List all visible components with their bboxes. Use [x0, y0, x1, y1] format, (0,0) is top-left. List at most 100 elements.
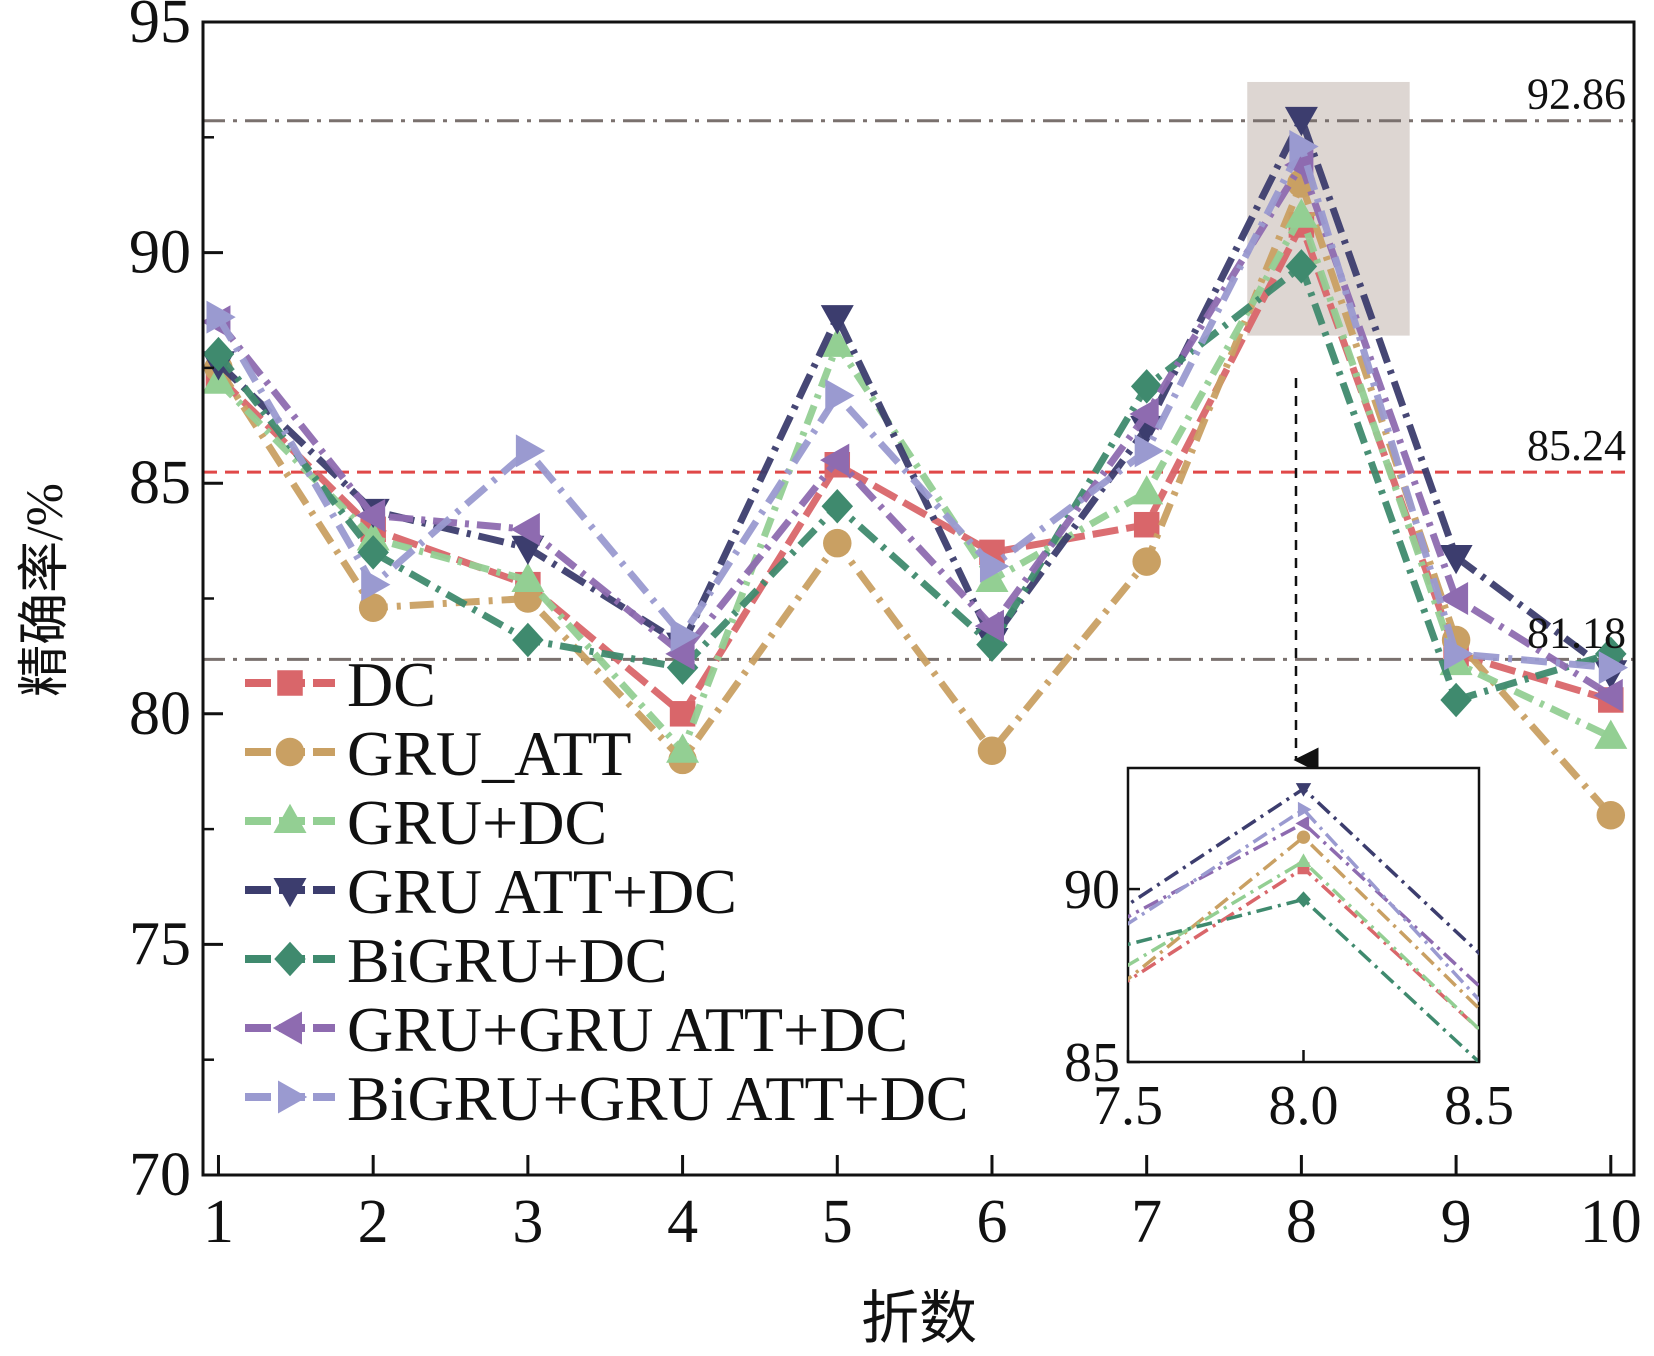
legend-marker: [278, 1080, 308, 1114]
data-point-bigru-gru-att-dc: [1134, 434, 1164, 468]
x-tick-label: 10: [1580, 1188, 1642, 1256]
inset-series-bigru-dc: [1128, 891, 1479, 1062]
x-tick-label: 7: [1131, 1188, 1162, 1256]
reference-label-92-86: 92.86: [1527, 70, 1626, 119]
data-point-gru-dc: [1130, 475, 1164, 505]
legend-item-dc: DC: [245, 649, 436, 720]
data-point-gru-gru-att-dc: [1438, 582, 1469, 615]
y-axis-label: 精确率/%: [17, 483, 74, 697]
inset-data-point: [1296, 891, 1311, 908]
y-tick-label: 80: [129, 680, 191, 748]
data-point-gru-dc: [820, 327, 854, 357]
x-tick-label: 8: [1286, 1188, 1317, 1256]
series-bigru-dc: [203, 249, 1627, 718]
data-point-gru-gru-att-dc: [355, 498, 386, 532]
data-point-gru-att: [1596, 801, 1626, 830]
data-point-bigru-gru-att-dc: [670, 618, 700, 652]
x-tick-label: 9: [1441, 1188, 1472, 1256]
legend-item-bigru-dc: BiGRU+DC: [245, 925, 668, 996]
legend-item-gru-att: GRU_ATT: [245, 718, 631, 789]
data-point-bigru-gru-att-dc: [361, 568, 391, 602]
inset-series-gru-gru-att-dc: [1128, 815, 1479, 989]
data-point-gru-gru-att-dc: [1129, 397, 1159, 431]
series-line-gru-dc: [216, 212, 1613, 755]
data-point-gru-gru-att-dc: [974, 609, 1004, 643]
series-line-gru-att-dc: [216, 115, 1613, 676]
inset-x-tick-label: 8.5: [1444, 1075, 1514, 1137]
data-point-gru-att: [1132, 547, 1161, 576]
data-point-gru-dc: [1594, 719, 1628, 749]
legend-label: DC: [347, 649, 436, 720]
x-tick-label: 1: [203, 1188, 234, 1256]
data-point-gru-gru-att-dc: [665, 637, 695, 671]
data-point-bigru-gru-att-dc: [1444, 637, 1474, 671]
data-point-gru-gru-att-dc: [1593, 678, 1623, 712]
data-point-gru-att-dc: [1284, 106, 1318, 137]
data-point-gru-att: [823, 528, 852, 558]
data-point-bigru-dc: [1130, 369, 1163, 404]
data-point-gru-att: [977, 736, 1007, 765]
x-axis-label: 折数: [861, 1286, 977, 1351]
legend-marker: [272, 1011, 302, 1045]
y-tick-label: 95: [129, 0, 191, 56]
data-point-gru-att-dc: [1439, 544, 1473, 575]
data-point-bigru-dc: [357, 535, 389, 570]
inset-x-tick-label: 8.0: [1269, 1075, 1339, 1137]
legend-item-gru-att-dc: GRU ATT+DC: [245, 856, 737, 927]
data-point-bigru-dc: [1440, 682, 1472, 718]
series-gru-dc: [203, 198, 1628, 763]
reference-label-85-24: 85.24: [1527, 421, 1626, 470]
legend-item-gru-dc: GRU+DC: [245, 787, 607, 858]
data-point-bigru-gru-att-dc: [1598, 651, 1629, 685]
data-point-gru-dc: [975, 562, 1009, 593]
inset-data-point: [1296, 830, 1311, 844]
legend-label: GRU ATT+DC: [347, 856, 737, 927]
legend-label: GRU+DC: [347, 787, 607, 858]
y-tick-label: 90: [129, 219, 191, 287]
inset-y-tick-label: 90: [1064, 859, 1120, 921]
data-point-gru-gru-att-dc: [510, 512, 540, 546]
data-point-gru-dc: [511, 562, 545, 593]
x-tick-label: 4: [667, 1188, 698, 1256]
y-axis-ticks: 70 75 80 85 90 95: [129, 0, 223, 1209]
inset-series-gru-att: [1128, 830, 1479, 1011]
data-point-bigru-gru-att-dc: [979, 549, 1010, 583]
y-tick-label: 75: [129, 910, 191, 978]
inset-y-tick-label: 85: [1064, 1032, 1120, 1094]
data-point-bigru-dc: [1285, 249, 1318, 284]
inset-series-bigru-gru-att-dc: [1128, 801, 1479, 1003]
data-point-gru-att: [358, 593, 388, 622]
series-line-bigru-dc: [215, 262, 1612, 704]
series-lines: [203, 106, 1629, 830]
inset-data-point: [1295, 815, 1310, 832]
legend-marker: [273, 803, 307, 833]
data-point-bigru-dc: [821, 489, 854, 524]
inset-series-gru-att-dc: [1128, 783, 1479, 956]
inset-data-point: [1297, 862, 1310, 875]
x-tick-label: 3: [512, 1188, 543, 1256]
legend-marker: [277, 670, 303, 696]
x-axis-ticks: 1 2 3 4 5 6 7 8 9 10: [203, 1155, 1642, 1256]
legend-item-gru-gru-att-dc: GRU+GRU ATT+DC: [245, 994, 908, 1065]
data-point-bigru-gru-att-dc: [825, 379, 855, 413]
inset-data-point: [1295, 853, 1312, 867]
legend-label: BiGRU+DC: [347, 925, 668, 996]
data-point-bigru-dc: [512, 622, 544, 658]
data-point-bigru-gru-att-dc: [1289, 130, 1319, 164]
x-tick-label: 6: [976, 1188, 1007, 1256]
inset-data-point: [1297, 801, 1312, 818]
y-tick-label: 70: [129, 1141, 191, 1209]
data-point-bigru-dc: [203, 336, 235, 372]
series-bigru-gru-att-dc: [206, 130, 1629, 685]
data-point-gru-dc: [666, 733, 700, 763]
legend-label: GRU_ATT: [347, 718, 631, 789]
legend-marker: [275, 737, 305, 767]
reference-lines: [203, 119, 1634, 661]
x-tick-label: 5: [822, 1188, 853, 1256]
data-point-bigru-gru-att-dc: [206, 300, 236, 334]
reference-label-81-18: 81.18: [1527, 608, 1626, 657]
legend-label: BiGRU+GRU ATT+DC: [347, 1063, 969, 1134]
series-line-bigru-gru-att-dc: [215, 143, 1612, 672]
